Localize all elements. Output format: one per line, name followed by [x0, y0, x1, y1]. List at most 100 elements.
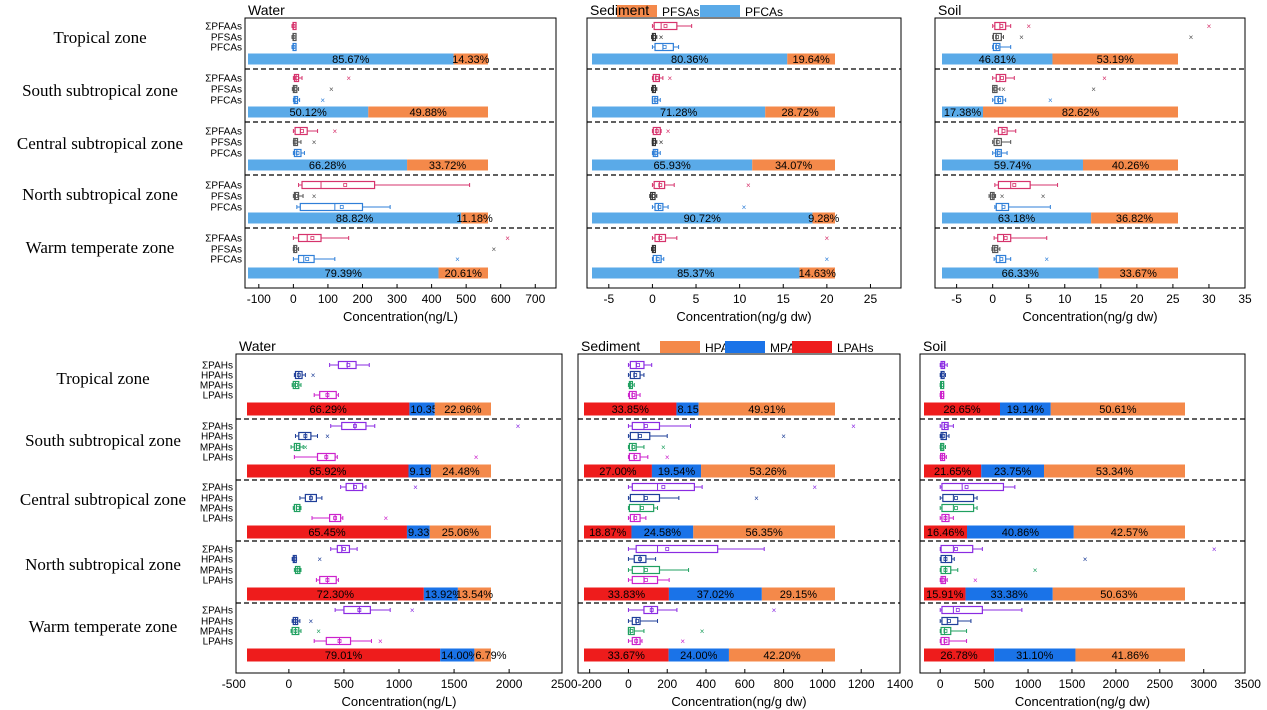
percent-bar-segment — [368, 106, 488, 118]
box — [628, 503, 655, 513]
legend-label: PFSAs — [662, 5, 699, 19]
percent-bar-label: 37.02% — [697, 589, 735, 601]
box-mean — [652, 35, 657, 39]
panel-title: Water — [248, 2, 285, 18]
zone-label-top: Central subtropical zone — [17, 134, 183, 153]
box-mean — [293, 140, 298, 144]
box-outlier: × — [700, 627, 705, 636]
box-outlier: × — [680, 637, 685, 646]
panel-frame — [235, 353, 563, 674]
box-mean — [651, 87, 656, 91]
x-tick-label: 0 — [937, 677, 944, 691]
box-outlier: × — [772, 606, 777, 615]
box — [345, 482, 364, 492]
row-label: HPAHs — [201, 555, 233, 566]
box-outlier: × — [312, 138, 317, 147]
percent-bar-segment — [942, 267, 1099, 279]
box — [629, 493, 661, 503]
box-mean — [300, 129, 304, 133]
box-mean — [638, 557, 642, 561]
box-mean — [643, 568, 648, 572]
box-mean — [293, 87, 298, 91]
x-tick-label: 10 — [733, 292, 747, 306]
percent-bar-label: 33.83% — [608, 589, 646, 601]
x-tick-label: 15 — [777, 292, 791, 306]
percent-bar-label: 16.46% — [927, 527, 965, 539]
percent-bar-segment — [924, 402, 1000, 416]
box — [940, 544, 974, 554]
row-label: HPAHs — [201, 432, 233, 443]
box-outlier: × — [1083, 555, 1088, 564]
box-mean — [633, 455, 638, 459]
box-mean — [325, 393, 330, 397]
x-tick-label: 35 — [1238, 292, 1252, 306]
box — [940, 554, 953, 564]
box-mean — [993, 87, 998, 91]
percent-bar-segment — [765, 106, 835, 118]
legend-label: PFCAs — [745, 5, 783, 19]
box — [294, 126, 308, 136]
row-label: PFSAs — [211, 33, 242, 44]
box-outlier: × — [316, 627, 321, 636]
panel: Soil 0 500 1000 1500 2000 2500 3000 3500 Concentr… — [919, 338, 1261, 709]
percent-bar-label: 59.74% — [994, 160, 1032, 172]
percent-bar-segment — [592, 53, 788, 65]
x-axis-label: Concentration(ng/g dw) — [1022, 309, 1157, 324]
box-mean — [1003, 236, 1008, 240]
box-mean — [643, 424, 648, 428]
percent-bar-segment — [668, 648, 729, 662]
box-outlier: × — [312, 192, 317, 201]
box-mean — [649, 608, 654, 612]
percent-bar-segment — [752, 159, 835, 171]
row-label: PFCAs — [210, 43, 242, 54]
box-outlier: × — [742, 203, 747, 212]
percent-bar-segment — [942, 212, 1092, 224]
box-outlier: × — [325, 432, 330, 441]
x-tick-label: 5 — [693, 292, 700, 306]
row-label: PFCAs — [210, 96, 242, 107]
box-mean — [295, 568, 300, 572]
box-outlier: × — [1033, 566, 1038, 575]
percent-bar-label: 66.28% — [309, 160, 347, 172]
box-mean — [657, 205, 662, 209]
box-mean — [628, 383, 633, 387]
row-label: ΣPAHs — [202, 483, 233, 494]
percent-bar-segment — [592, 159, 753, 171]
x-tick-label: -100 — [247, 292, 271, 306]
box-mean — [665, 547, 670, 551]
panel-frame — [577, 353, 901, 674]
percent-bar-label: 85.67% — [332, 54, 370, 66]
percent-bar-label: 42.57% — [1111, 527, 1149, 539]
row-label: MPAHs — [200, 627, 233, 638]
percent-bar-segment — [584, 648, 669, 662]
box — [941, 605, 983, 615]
percent-bar-segment — [248, 106, 369, 118]
box-outlier: × — [812, 483, 817, 492]
percent-bar-segment — [967, 525, 1074, 539]
percent-bar-label: 17.38% — [944, 107, 982, 119]
percent-bar-segment — [924, 464, 982, 478]
percent-bar-label: 41.86% — [1112, 650, 1150, 662]
box — [297, 233, 322, 243]
row-label: ΣPAHs — [202, 361, 233, 372]
percent-bar-segment — [924, 587, 966, 601]
row-label: MPAHs — [200, 381, 233, 392]
box — [319, 390, 337, 400]
percent-bar-label: 15.91% — [926, 589, 964, 601]
box-mean — [955, 608, 960, 612]
box — [627, 626, 635, 636]
box-mean — [346, 363, 351, 367]
box-mean — [995, 45, 999, 49]
box-mean — [631, 445, 636, 449]
box — [631, 575, 659, 585]
box-mean — [651, 140, 656, 144]
x-tick-label: 600 — [491, 292, 511, 306]
box-outlier: × — [383, 514, 388, 523]
percent-bar-segment — [406, 525, 430, 539]
x-tick-label: 0 — [286, 677, 293, 691]
box-mean — [357, 608, 362, 612]
percent-bar-label: 6.79% — [475, 650, 506, 662]
row-label: PFCAs — [210, 203, 242, 214]
percent-bar-label: 50.61% — [1099, 404, 1137, 416]
box-mean — [295, 151, 300, 155]
